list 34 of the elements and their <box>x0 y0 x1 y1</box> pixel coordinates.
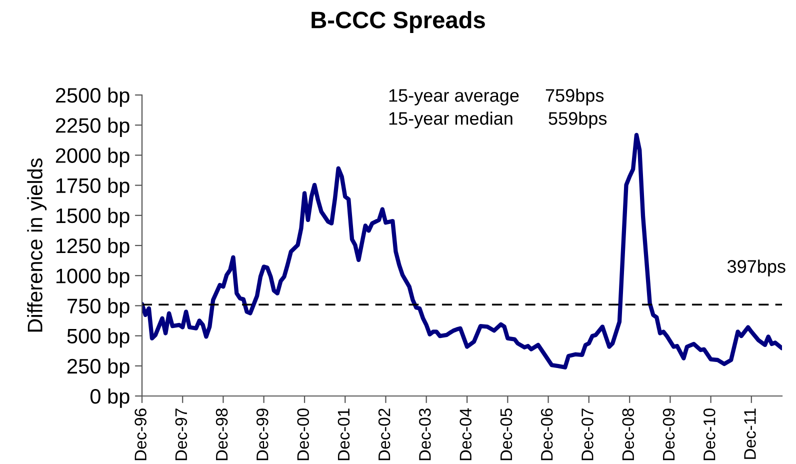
annotation: 559bps <box>548 112 607 128</box>
x-tick-label: Dec-96 <box>134 408 146 460</box>
x-tick-label: Dec-02 <box>378 408 390 460</box>
x-tick-label: Dec-11 <box>744 408 756 459</box>
annotation: 397bps <box>727 260 786 276</box>
annotation: 15-year average <box>389 89 519 106</box>
y-tick-label: 1500 bp <box>56 208 130 228</box>
y-tick-label: 1750 bp <box>56 178 130 198</box>
y-tick-label: 1000 bp <box>56 268 130 288</box>
y-tick-label: 0 bp <box>90 388 130 408</box>
y-tick-label: 2250 bp <box>56 118 130 137</box>
x-tick-label: Dec-01 <box>338 408 350 460</box>
y-tick-label: 250 bp <box>68 358 130 378</box>
x-tick-label: Dec-08 <box>622 408 634 460</box>
x-tick-label: Dec-98 <box>216 408 228 460</box>
y-tick-label: 2000 bp <box>56 148 130 168</box>
chart-title: B-CCC Spreads <box>312 10 485 34</box>
x-tick-label: Dec-97 <box>175 408 188 460</box>
x-tick-label: Dec-00 <box>297 408 310 460</box>
y-tick-label: 1250 bp <box>56 238 130 258</box>
y-axis-title: Difference in yields <box>27 158 47 332</box>
x-tick-label: Dec-99 <box>256 408 268 460</box>
y-tick-label: 750 bp <box>68 298 130 318</box>
x-tick-label: Dec-04 <box>460 408 472 460</box>
x-tick-label: Dec-10 <box>703 408 716 460</box>
annotation: 759bps <box>546 88 604 106</box>
y-tick-label: 500 bp <box>67 328 130 348</box>
x-tick-label: Dec-07 <box>582 408 594 460</box>
x-tick-label: Dec-05 <box>500 408 512 460</box>
annotation: 15-year median <box>389 112 512 128</box>
y-tick-label: 2500 bp <box>56 87 130 107</box>
x-tick-label: Dec-03 <box>419 408 431 460</box>
x-tick-label: Dec-06 <box>540 408 553 460</box>
x-tick-label: Dec-09 <box>662 408 675 460</box>
